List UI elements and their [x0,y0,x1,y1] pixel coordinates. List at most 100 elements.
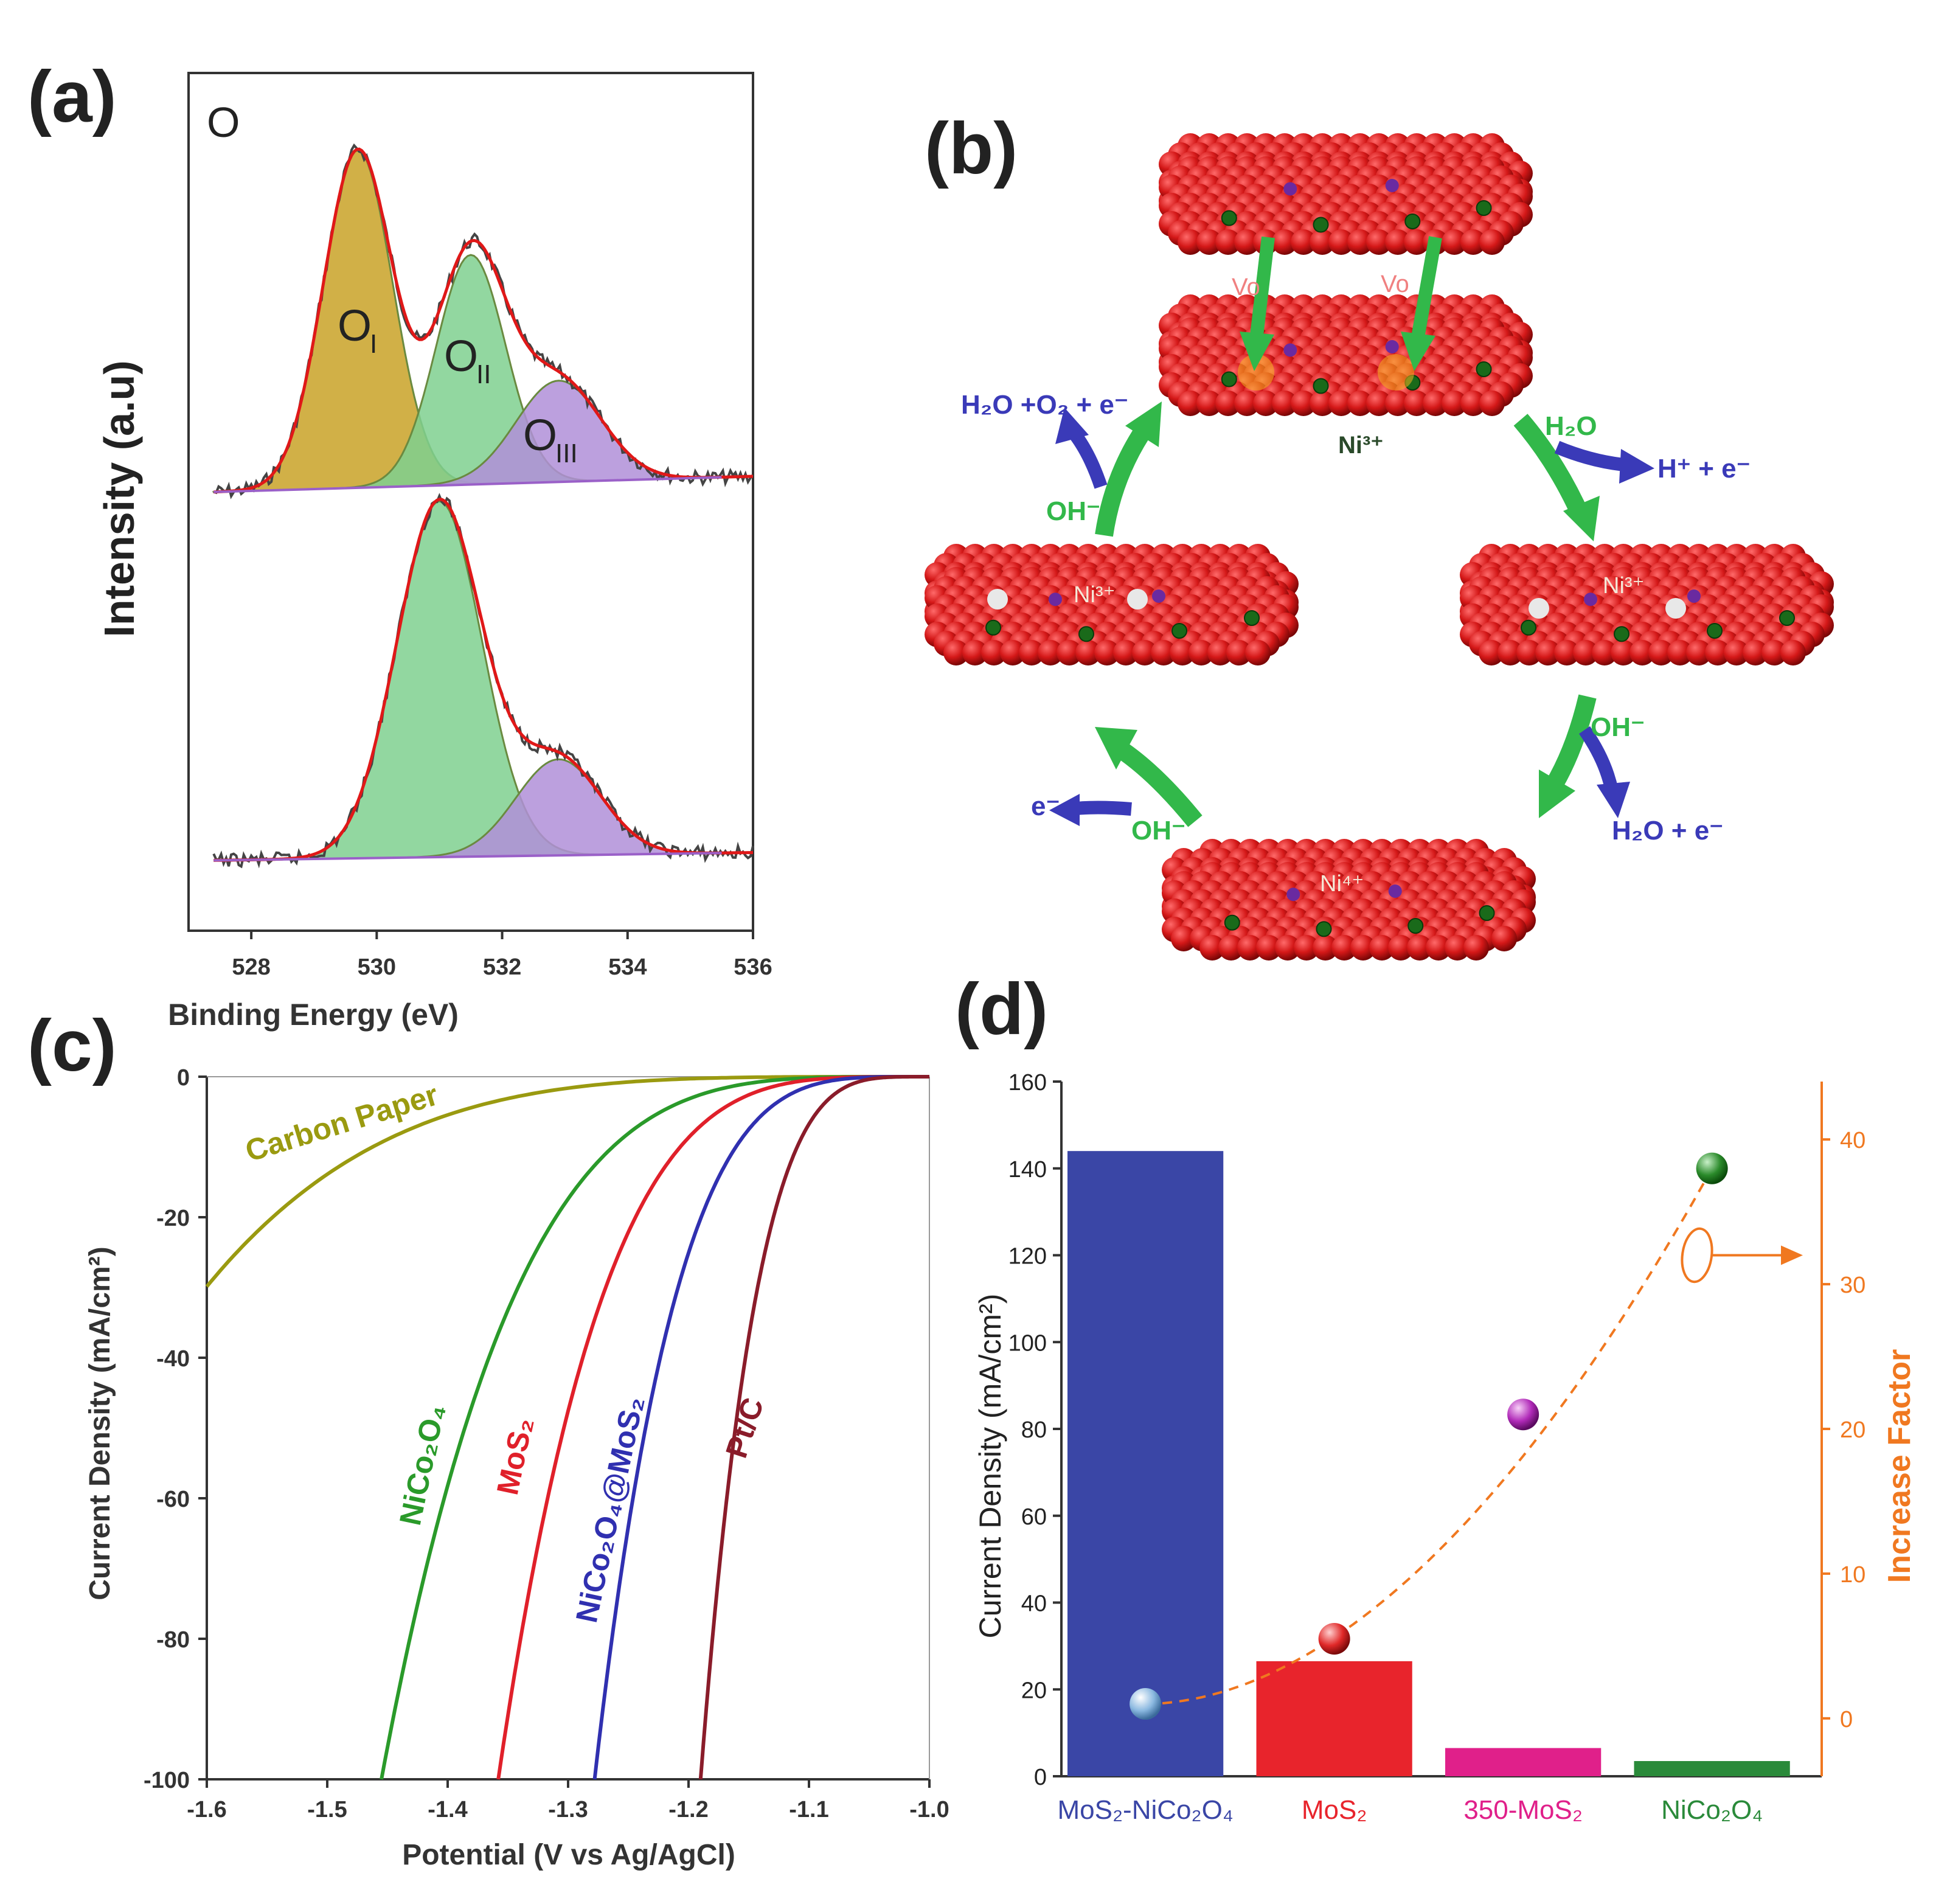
oxygen-atom [1366,229,1392,255]
oxygen-atom [1328,229,1354,255]
y-tick-label-d: 60 [1021,1504,1047,1530]
panel-a-label: (a) [27,56,117,137]
x-tick-label-a: 528 [232,954,270,980]
cobalt-atom [1407,918,1424,934]
trend-dashed-line [1145,1167,1713,1705]
oxygen-atom [1423,391,1448,416]
oxygen-atom [962,640,988,665]
y2-tick-label-d: 20 [1840,1417,1865,1443]
y-tick-label-d: 40 [1021,1591,1047,1617]
oxygen-atom [1038,640,1063,665]
oxygen-atom [1291,391,1316,416]
y-tick-label-d: 140 [1008,1157,1047,1183]
oxygen-atom [1460,391,1486,416]
cobalt-atom [1221,210,1237,226]
hydroxyl-h-atom [1665,598,1686,619]
oxygen-atom [1573,640,1598,665]
y-axis-label-c: Current Density (mA/cm²) [84,1246,116,1600]
x-tick-label-c: -1.5 [307,1797,347,1822]
oxygen-atom [1171,926,1196,951]
x-tick-label-a: 536 [734,954,772,980]
oxygen-atom [1196,391,1222,416]
cobalt-atom [1221,371,1237,387]
x-tick-label-c: -1.0 [909,1797,949,1822]
oxygen-atom [1445,935,1470,961]
reaction-arrows [1049,236,1654,827]
series-label-carbon-paper: Carbon Paper [241,1077,442,1168]
oxygen-atom [1648,640,1674,665]
xps-o1s-plot: 528 530 532 534 536 [187,72,772,980]
panel-b-label: (b) [925,108,1018,189]
cobalt-atom [1521,619,1536,636]
panel-c-label: (c) [27,1005,117,1086]
oxygen-atom [1178,391,1203,416]
oxygen-atom [1151,640,1176,665]
peak-label-o-iii: O III [523,411,578,468]
oxygen-atom [1366,391,1392,416]
y-tick-label-d: 100 [1008,1330,1047,1356]
cobalt-atom [1476,200,1492,216]
cobalt-atom [1404,214,1421,229]
oxygen-atom [981,640,1007,665]
oxygen-atom [1331,935,1357,961]
oxygen-atom [1218,935,1244,961]
oxygen-atom [1275,935,1300,961]
oxygen-atom [1479,391,1505,416]
oxygen-atom [1516,640,1542,665]
oxygen-atom [1178,229,1203,255]
y-tick-label-c: 0 [177,1065,190,1091]
svg-text:II: II [476,360,491,389]
slab-left [925,544,1299,665]
oxygen-atom [1310,391,1335,416]
oxygen-atom [1388,935,1414,961]
oxygen-atom [1460,229,1486,255]
series-line-4 [698,1075,929,1780]
oxygen-atom [1245,640,1271,665]
fit-envelope [213,498,754,862]
right-products: H⁺ + e⁻ [1657,454,1751,484]
oxygen-atom [1498,640,1523,665]
nickel-atom [1385,340,1399,353]
oxygen-atom [1426,935,1451,961]
oxygen-atom [1215,229,1241,255]
panel-d-label: (d) [955,968,1048,1050]
right-reactant-h2o: H₂O [1545,411,1597,441]
nickel-atom [1286,888,1300,902]
oxygen-atom [1253,391,1279,416]
increase-factor-point-2 [1507,1398,1539,1431]
cobalt-atom [1313,217,1329,233]
cobalt-atom [1316,921,1332,937]
series-label-nico2o4-mos2: NiCo₂O₄@MoS₂ [569,1394,650,1625]
x-tick-label-a: 534 [608,954,647,980]
oxygen-atom [1385,229,1411,255]
cobalt-atom [1707,623,1723,639]
lower-right-products: H₂O + e⁻ [1612,816,1723,846]
x-axis-label-a: Binding Energy (eV) [168,998,459,1032]
oxygen-atom [1272,229,1297,255]
left-reactant-oh: OH⁻ [1046,496,1100,526]
cobalt-atom [1171,623,1187,639]
vacancy-label-2: Vo [1381,271,1409,297]
plot-frame-a [187,72,754,932]
svg-text:O: O [338,302,372,350]
oxygen-atom [1369,935,1395,961]
nickel-atom [1283,182,1297,196]
oxygen-atom [1404,391,1429,416]
oxygen-atom [1705,640,1730,665]
ni-cycle-schematic [925,133,1834,961]
series-label-ptc: Pt/C [719,1394,770,1462]
y-tick-label-c: -100 [144,1768,190,1793]
ni3-label-left: Ni³⁺ [1074,582,1116,608]
peak-label-o-ii: O II [444,332,491,389]
cobalt-atom [1313,378,1329,394]
oxygen-atom [1234,391,1260,416]
oxygen-atom [1535,640,1561,665]
oxygen-atom [1350,935,1376,961]
vacancy-label-1: Vo [1232,274,1260,301]
x-tick-label-a: 530 [358,954,396,980]
x-tick-label-c: -1.3 [548,1797,588,1822]
y-tick-label-c: -20 [156,1206,190,1231]
y2-tick-label-d: 10 [1840,1562,1865,1588]
left-products: H₂O +O₂ + e⁻ [961,390,1128,420]
